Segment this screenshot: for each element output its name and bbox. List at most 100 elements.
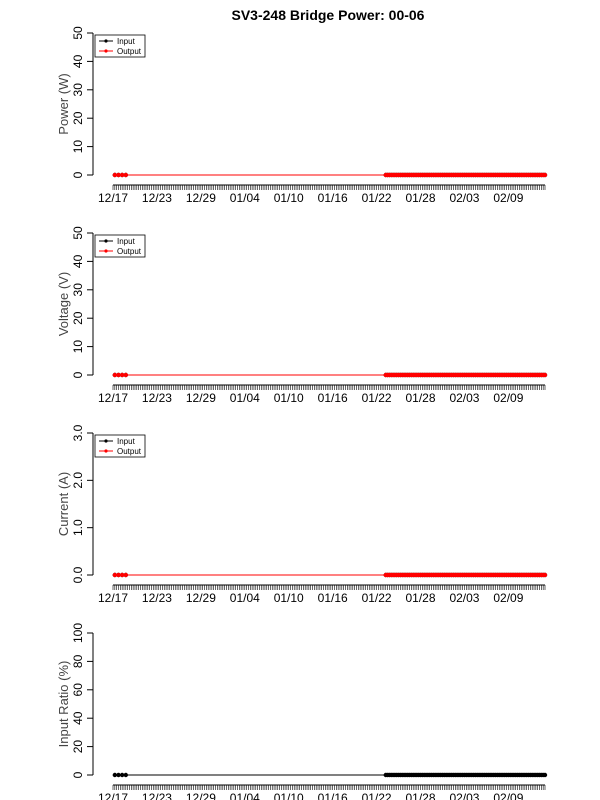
x-tick-label: 12/17: [98, 591, 128, 605]
legend-entry: Output: [117, 247, 142, 256]
x-tick-label: 01/28: [406, 391, 436, 405]
x-tick-label: 01/10: [274, 591, 304, 605]
legend-marker: [104, 249, 108, 253]
x-tick-label: 12/29: [186, 191, 216, 205]
x-minor-ticks: [112, 185, 546, 190]
x-tick-label: 12/23: [142, 791, 172, 800]
y-tick-label: 40: [71, 711, 85, 725]
x-tick-label: 12/29: [186, 391, 216, 405]
series-output: [112, 372, 548, 378]
x-tick-label: 02/03: [449, 791, 479, 800]
legend-entry: Input: [117, 437, 136, 446]
data-point: [123, 772, 129, 778]
x-minor-ticks: [112, 585, 546, 590]
data-point: [116, 372, 121, 378]
legend-entry: Output: [117, 447, 142, 456]
legend-entry: Output: [117, 47, 142, 56]
x-minor-ticks: [112, 785, 546, 790]
x-tick-label: 12/17: [98, 391, 128, 405]
x-tick-label: 01/04: [230, 191, 260, 205]
x-tick-label: 01/10: [274, 391, 304, 405]
data-point: [116, 572, 121, 578]
y-tick-label: 10: [71, 140, 85, 154]
y-tick-label: 20: [71, 111, 85, 125]
data-point: [116, 772, 121, 778]
legend-entry: Input: [117, 237, 136, 246]
panel-1: 0 10 20 30 40 50 Power (W) 12/17 12/23 12/29 01/04…: [56, 26, 548, 205]
series-ratio: [112, 772, 548, 778]
data-point: [119, 772, 125, 778]
y-tick-label: 40: [71, 254, 85, 268]
data-point: [542, 372, 548, 378]
data-point: [119, 172, 125, 178]
x-tick-label: 01/28: [406, 191, 436, 205]
x-tick-label: 01/16: [318, 591, 348, 605]
legend-marker: [104, 49, 108, 53]
y-tick-label: 0: [71, 771, 85, 778]
data-point: [123, 172, 129, 178]
data-point: [119, 572, 125, 578]
data-point: [112, 572, 118, 578]
x-tick-label: 01/22: [362, 391, 392, 405]
y-tick-label: 40: [71, 54, 85, 68]
x-tick-label: 02/09: [493, 391, 523, 405]
panel-2: 0 10 20 30 40 50 Voltage (V) 12/17 12/23 12/29 01/…: [56, 226, 548, 405]
x-tick-label: 01/10: [274, 191, 304, 205]
x-tick-label: 01/16: [318, 191, 348, 205]
data-point: [116, 172, 121, 178]
x-tick-label: 02/09: [493, 191, 523, 205]
x-tick-label: 12/29: [186, 591, 216, 605]
y-tick-label: 100: [71, 623, 85, 643]
y-tick-label: 0: [71, 371, 85, 378]
x-tick-label: 02/03: [449, 391, 479, 405]
x-tick-label: 12/29: [186, 791, 216, 800]
data-point: [112, 772, 118, 778]
y-tick-label: 2.0: [71, 472, 85, 489]
y-tick-label: 80: [71, 654, 85, 668]
legend-entry: Input: [117, 37, 136, 46]
data-point: [542, 772, 548, 778]
y-tick-label: 10: [71, 340, 85, 354]
legend-marker: [104, 439, 108, 443]
x-tick-label: 12/23: [142, 591, 172, 605]
x-tick-label: 01/04: [230, 391, 260, 405]
x-tick-label: 01/22: [362, 791, 392, 800]
data-point: [119, 372, 125, 378]
x-tick-label: 01/22: [362, 191, 392, 205]
y-axis-label: Current (A): [56, 472, 71, 536]
x-tick-label: 12/17: [98, 191, 128, 205]
panel-4: 0 20 40 60 80 100 Input Ratio (%) 12/17 12/23 12/…: [56, 623, 548, 800]
x-tick-label: 12/23: [142, 191, 172, 205]
x-tick-label: 01/04: [230, 591, 260, 605]
x-minor-ticks: [112, 385, 546, 390]
legend-marker: [104, 239, 108, 243]
data-point: [542, 172, 548, 178]
y-tick-label: 0.0: [71, 566, 85, 583]
x-tick-label: 12/23: [142, 391, 172, 405]
x-tick-label: 01/10: [274, 791, 304, 800]
data-point: [542, 572, 548, 578]
x-tick-label: 02/09: [493, 791, 523, 800]
y-tick-label: 1.0: [71, 519, 85, 536]
y-tick-label: 3.0: [71, 424, 85, 441]
panels: 0 10 20 30 40 50 Power (W) 12/17 12/23 12/29 01/04…: [56, 26, 548, 800]
data-point: [112, 172, 118, 178]
y-axis-label: Power (W): [56, 73, 71, 134]
y-tick-label: 0: [71, 171, 85, 178]
x-tick-label: 01/16: [318, 391, 348, 405]
series-output: [112, 172, 548, 178]
y-tick-label: 50: [71, 26, 85, 40]
y-tick-label: 50: [71, 226, 85, 240]
data-point: [112, 372, 118, 378]
data-point: [123, 572, 129, 578]
y-axis-label: Input Ratio (%): [56, 661, 71, 748]
x-tick-label: 01/04: [230, 791, 260, 800]
series-output: [112, 572, 548, 578]
legend-marker: [104, 449, 108, 453]
y-axis-label: Voltage (V): [56, 272, 71, 336]
x-tick-label: 02/03: [449, 191, 479, 205]
